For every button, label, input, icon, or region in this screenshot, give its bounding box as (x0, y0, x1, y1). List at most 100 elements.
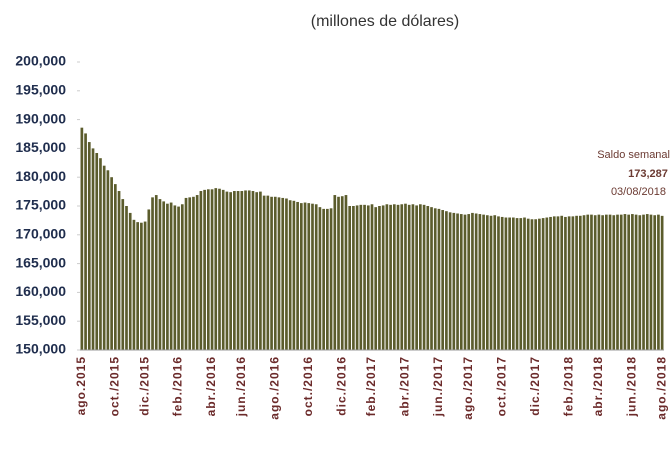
bar (478, 214, 482, 350)
x-tick-label: abr./2016 (204, 356, 218, 416)
bar (419, 204, 422, 350)
bar (221, 189, 225, 350)
bar (489, 215, 493, 350)
bar (173, 205, 177, 350)
bar (608, 214, 612, 350)
bar (441, 210, 445, 350)
y-tick-label: 165,000 (15, 254, 66, 270)
bar (292, 200, 296, 350)
bar (482, 214, 485, 350)
bar (485, 215, 489, 350)
bar (214, 188, 218, 350)
bar (326, 208, 329, 350)
bar (259, 191, 262, 350)
x-tick-label: ago./2016 (267, 356, 281, 420)
bar (634, 214, 638, 350)
bar (601, 215, 604, 350)
bar (166, 203, 169, 350)
x-tick-label: jun./2016 (234, 356, 248, 417)
bar (162, 201, 166, 350)
bar (281, 197, 285, 350)
x-tick-label: feb./2018 (561, 356, 575, 416)
bar (389, 204, 392, 350)
annotation-title: Saldo semanal (597, 149, 670, 161)
bar (355, 205, 359, 350)
bar (422, 204, 426, 350)
bar (273, 196, 277, 350)
bar (363, 204, 366, 350)
bar (125, 206, 128, 350)
bar (616, 214, 619, 350)
bar (471, 212, 474, 350)
chart-title: (millones de dólares) (311, 13, 460, 30)
x-tick-label: ago.2015 (74, 356, 88, 415)
bar (463, 214, 467, 350)
bar (631, 214, 634, 350)
y-tick-label: 150,000 (15, 341, 66, 357)
bar (612, 215, 616, 350)
bar (597, 214, 601, 350)
bar (549, 216, 552, 350)
bar (102, 165, 106, 350)
bar (567, 216, 571, 350)
bar (493, 215, 497, 350)
bar (381, 205, 385, 350)
bar (195, 195, 199, 350)
bar (578, 215, 582, 350)
bar (352, 206, 355, 350)
x-tick-label: oct./2017 (494, 356, 508, 416)
bar (113, 184, 117, 350)
bar (307, 203, 311, 350)
bar (627, 214, 631, 350)
x-tick-label: dic./2017 (528, 356, 542, 416)
bar (571, 216, 575, 350)
bar (177, 206, 180, 350)
x-tick-label: ago./2018 (654, 356, 668, 420)
bar (206, 189, 210, 350)
bar (497, 216, 500, 350)
bar (132, 219, 136, 350)
bar (262, 195, 266, 350)
bar (526, 218, 530, 350)
bar (337, 196, 340, 350)
bar (348, 206, 352, 350)
bar (530, 219, 534, 350)
bar (619, 214, 623, 350)
bar (266, 195, 270, 350)
bar (288, 200, 292, 350)
bar (411, 204, 415, 350)
bar (385, 204, 389, 350)
bar (638, 215, 642, 350)
bar (110, 177, 113, 350)
bar (575, 215, 578, 350)
bar (106, 170, 110, 350)
y-tick-label: 155,000 (15, 312, 66, 328)
bar (623, 214, 627, 350)
bar (642, 214, 645, 350)
x-tick-label: oct./2015 (108, 356, 122, 416)
bar (407, 204, 411, 350)
bar (236, 191, 240, 350)
annotation-value: 173,287 (628, 168, 668, 180)
bar (452, 212, 456, 350)
bar (474, 213, 478, 350)
bar (128, 212, 132, 350)
bar (147, 209, 151, 350)
x-tick-label: ago./2017 (461, 356, 475, 420)
bar (374, 207, 378, 350)
bar (605, 214, 608, 350)
bar (415, 205, 418, 350)
bar (188, 197, 192, 350)
bar (396, 204, 400, 350)
bar (136, 222, 139, 350)
bar (433, 208, 437, 350)
bar (512, 217, 515, 350)
bar (459, 214, 463, 350)
y-tick-label: 190,000 (15, 110, 66, 126)
bar (192, 196, 195, 350)
bar (233, 191, 236, 350)
bar (552, 216, 556, 350)
bar (84, 133, 87, 350)
bar (314, 204, 318, 350)
bar (366, 205, 370, 350)
